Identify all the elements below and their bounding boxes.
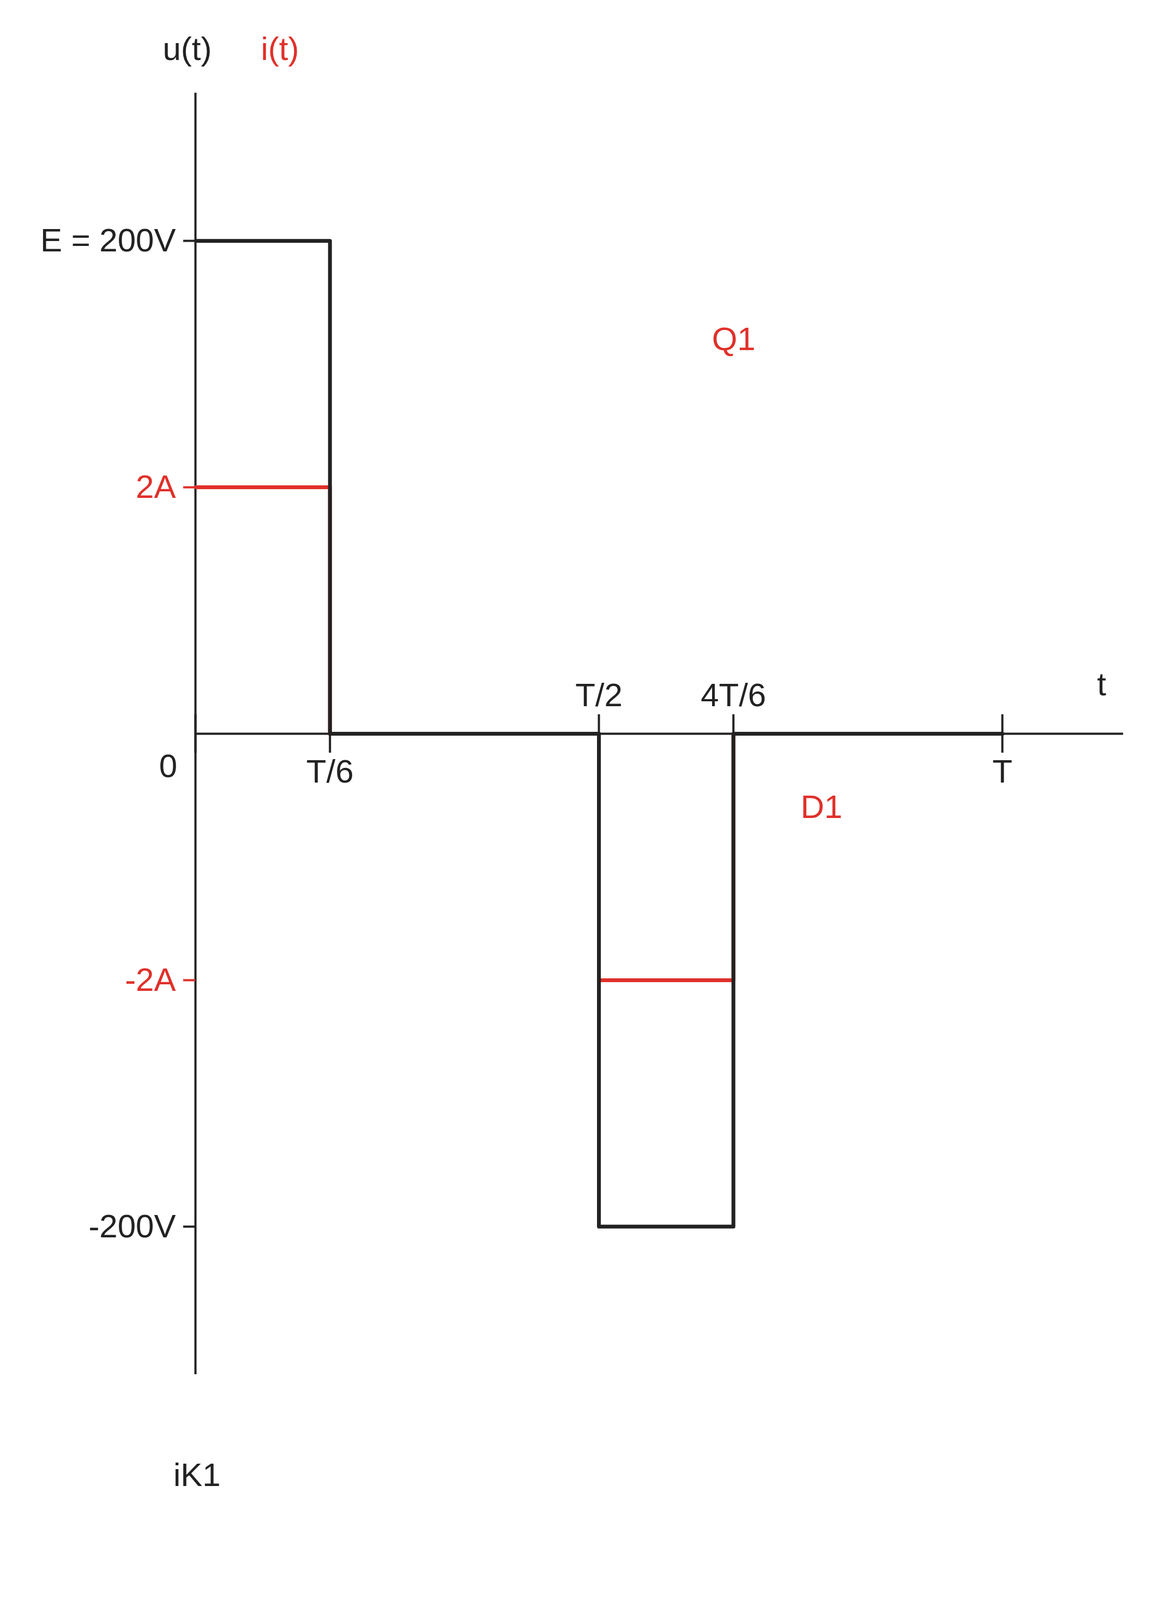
svg-text:Q1: Q1 xyxy=(712,320,756,358)
svg-text:T/2: T/2 xyxy=(575,676,623,714)
svg-text:T: T xyxy=(992,752,1013,790)
svg-text:0: 0 xyxy=(159,747,178,784)
svg-text:D1: D1 xyxy=(800,788,843,825)
svg-text:i(t): i(t) xyxy=(261,30,300,68)
svg-text:E = 200V: E = 200V xyxy=(40,221,177,259)
svg-text:T/6: T/6 xyxy=(306,752,354,790)
svg-text:t: t xyxy=(1096,665,1107,703)
svg-text:-200V: -200V xyxy=(88,1207,176,1245)
html-text:iK1: iK1 xyxy=(173,1456,221,1493)
svg-text:4T/6: 4T/6 xyxy=(700,676,767,714)
svg-text:2A: 2A xyxy=(135,468,176,505)
svg-text:-2A: -2A xyxy=(124,961,176,998)
svg-text:u(t): u(t) xyxy=(163,30,213,68)
